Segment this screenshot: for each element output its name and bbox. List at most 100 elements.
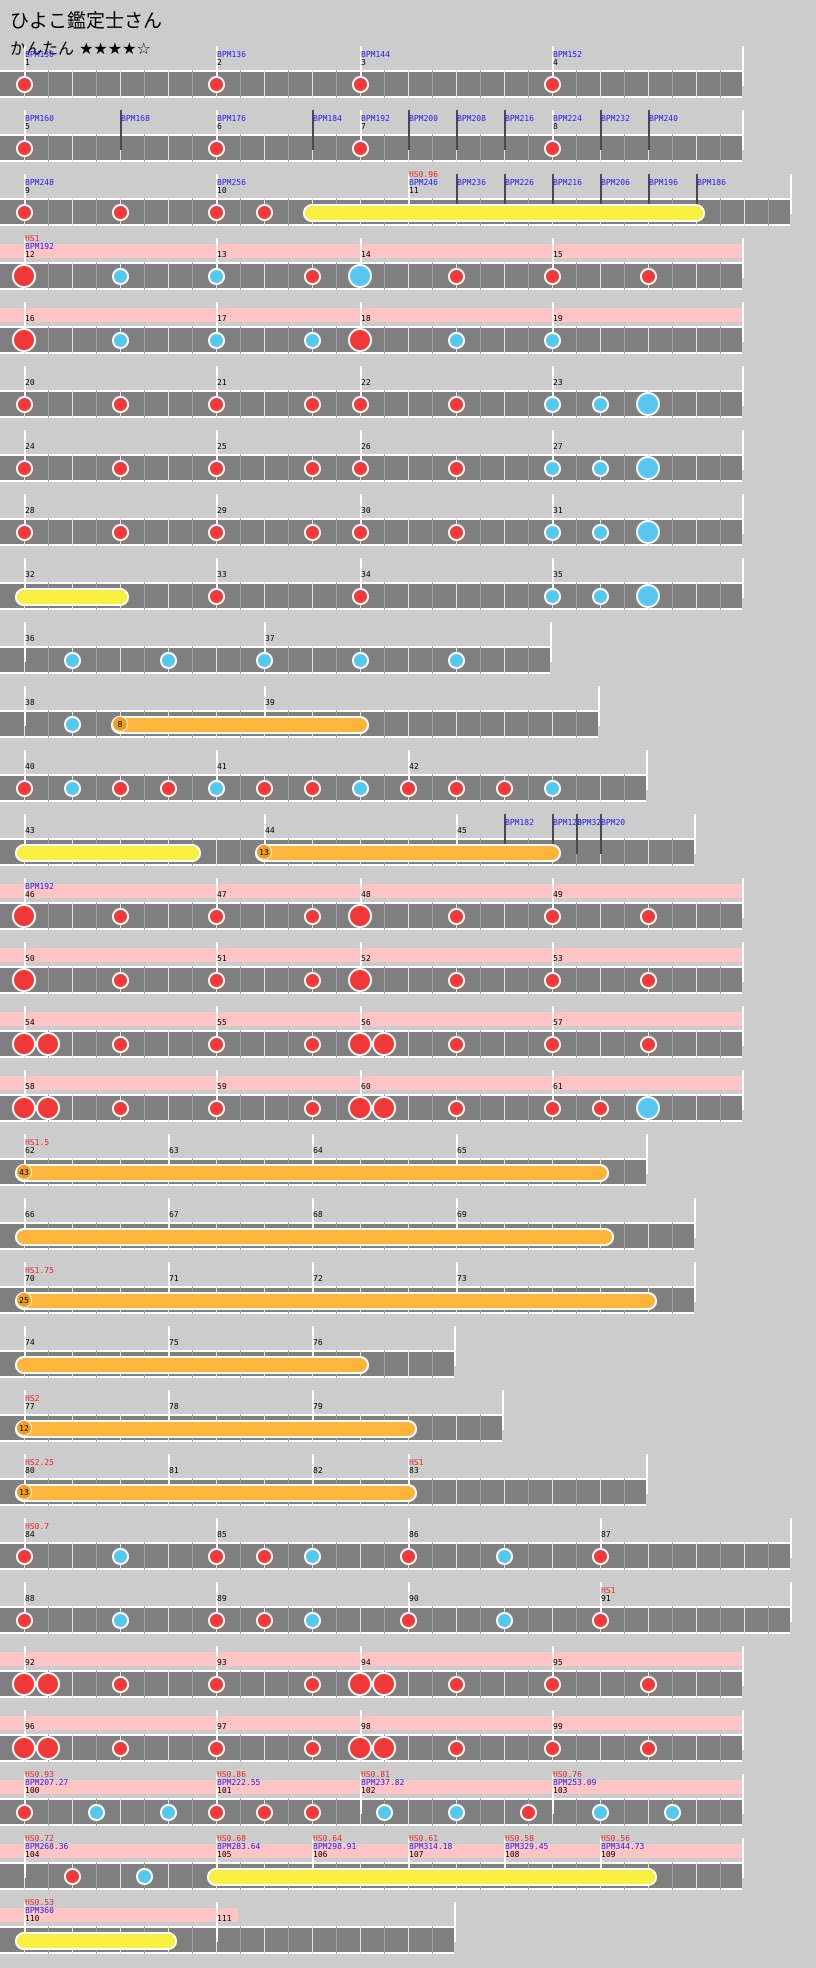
big-ka-note [636, 456, 660, 480]
row-end-line [454, 1326, 456, 1366]
chart-row: 100 BPM207.27 HS0.93 101 BPM222.55 HS0.86 102 B… [0, 1770, 816, 1840]
beat-grid-line [408, 582, 409, 610]
beat-grid-line [480, 1606, 481, 1634]
measure-line [168, 1390, 170, 1430]
beat-grid-line [144, 1670, 145, 1698]
ka-note [111, 1611, 129, 1629]
beat-grid-line [72, 1542, 73, 1570]
bpm-label: BPM20 [601, 818, 626, 827]
row-end-line [742, 366, 744, 406]
drumroll-note [207, 1868, 657, 1886]
don-note [639, 971, 657, 989]
measure-number: 96 [25, 1722, 35, 1731]
beat-grid-line [72, 1094, 73, 1122]
beat-grid-line [672, 70, 673, 98]
beat-grid-line [336, 774, 337, 802]
beat-grid-line [336, 1030, 337, 1058]
chart-row: 58 59 60 61 [0, 1070, 816, 1136]
measure-line [216, 750, 218, 790]
beat-grid-line [552, 1478, 553, 1506]
ka-note [495, 1547, 513, 1565]
chart-row: 5 BPM160 6 BPM176 7 BPM192 8 BPM224 BPM168 BPM184… [0, 110, 816, 176]
big-don-note [12, 904, 36, 928]
measure-number: 23 [553, 378, 563, 387]
beat-grid-line [528, 518, 529, 546]
don-note [303, 1803, 321, 1821]
beat-grid-line [720, 326, 721, 354]
beat-grid-line [528, 1670, 529, 1698]
beat-grid-line [504, 710, 505, 738]
beat-grid-line [240, 134, 241, 162]
don-note [207, 203, 225, 221]
beat-grid-line [408, 710, 409, 738]
don-note [207, 139, 225, 157]
measure-line [24, 1134, 26, 1174]
measure-number: 45 [457, 826, 467, 835]
beat-grid-line [432, 902, 433, 930]
measure-number: 15 [553, 250, 563, 259]
measure-line [24, 46, 26, 86]
measure-line [264, 686, 266, 726]
bpm-label: BPM206 [601, 178, 630, 187]
beat-grid-line [96, 1094, 97, 1122]
measure-number: 79 [313, 1402, 323, 1411]
beat-grid-line [72, 1670, 73, 1698]
beat-grid-line [624, 1030, 625, 1058]
chart-row: 40 41 42 [0, 750, 816, 816]
don-note [543, 1099, 561, 1117]
measure-number: 97 [217, 1722, 227, 1731]
ka-note [543, 459, 561, 477]
beat-grid-line [408, 70, 409, 98]
measure-number: 64 [313, 1146, 323, 1155]
beat-grid-line [600, 774, 601, 802]
beat-grid-line [696, 966, 697, 994]
beat-grid-line [72, 326, 73, 354]
balloon-note [15, 1420, 417, 1438]
beat-grid-line [96, 70, 97, 98]
scroll-speed-label: HS2.25 [25, 1458, 54, 1467]
measure-number: 36 [25, 634, 35, 643]
beat-grid-line [288, 1542, 289, 1570]
measure-number: 40 [25, 762, 35, 771]
chart-row: 104 BPM268.36 HS0.72 105 BPM283.64 HS0.68 106 B… [0, 1834, 816, 1904]
don-note [207, 1803, 225, 1821]
beat-grid-line [192, 1030, 193, 1058]
beat-grid-line [144, 1798, 145, 1826]
beat-grid-line [240, 838, 241, 866]
beat-grid-line [336, 1734, 337, 1762]
beat-grid-line [672, 582, 673, 610]
measure-number: 28 [25, 506, 35, 515]
measure-line [552, 1774, 554, 1814]
beat-grid-line [576, 1670, 577, 1698]
measure-number: 111 [217, 1914, 232, 1923]
measure-number: 51 [217, 954, 227, 963]
speed-band [0, 1076, 742, 1090]
measure-line [24, 1326, 26, 1366]
don-note [543, 139, 561, 157]
beat-grid-line [528, 1478, 529, 1506]
big-ka-note [636, 392, 660, 416]
bpm-label: BPM237.82 [361, 1778, 405, 1787]
don-note [351, 139, 369, 157]
beat-grid-line [96, 774, 97, 802]
don-note [591, 1611, 609, 1629]
ka-note [303, 1547, 321, 1565]
don-note [15, 395, 33, 413]
beat-grid-line [384, 1606, 385, 1634]
beat-grid-line [216, 838, 217, 866]
beat-grid-line [144, 582, 145, 610]
beat-grid-line [264, 1094, 265, 1122]
beat-grid-line [528, 1030, 529, 1058]
measure-number: 109 [601, 1850, 616, 1859]
don-note [207, 1035, 225, 1053]
don-note [303, 523, 321, 541]
measure-number: 37 [265, 634, 275, 643]
measure-line [408, 750, 410, 790]
scroll-speed-label: HS0.7 [25, 1522, 50, 1531]
measure-line [24, 302, 26, 342]
don-note [15, 523, 33, 541]
beat-grid-line [384, 454, 385, 482]
measure-number: 19 [553, 314, 563, 323]
don-note [15, 1803, 33, 1821]
note-lane [0, 646, 550, 674]
